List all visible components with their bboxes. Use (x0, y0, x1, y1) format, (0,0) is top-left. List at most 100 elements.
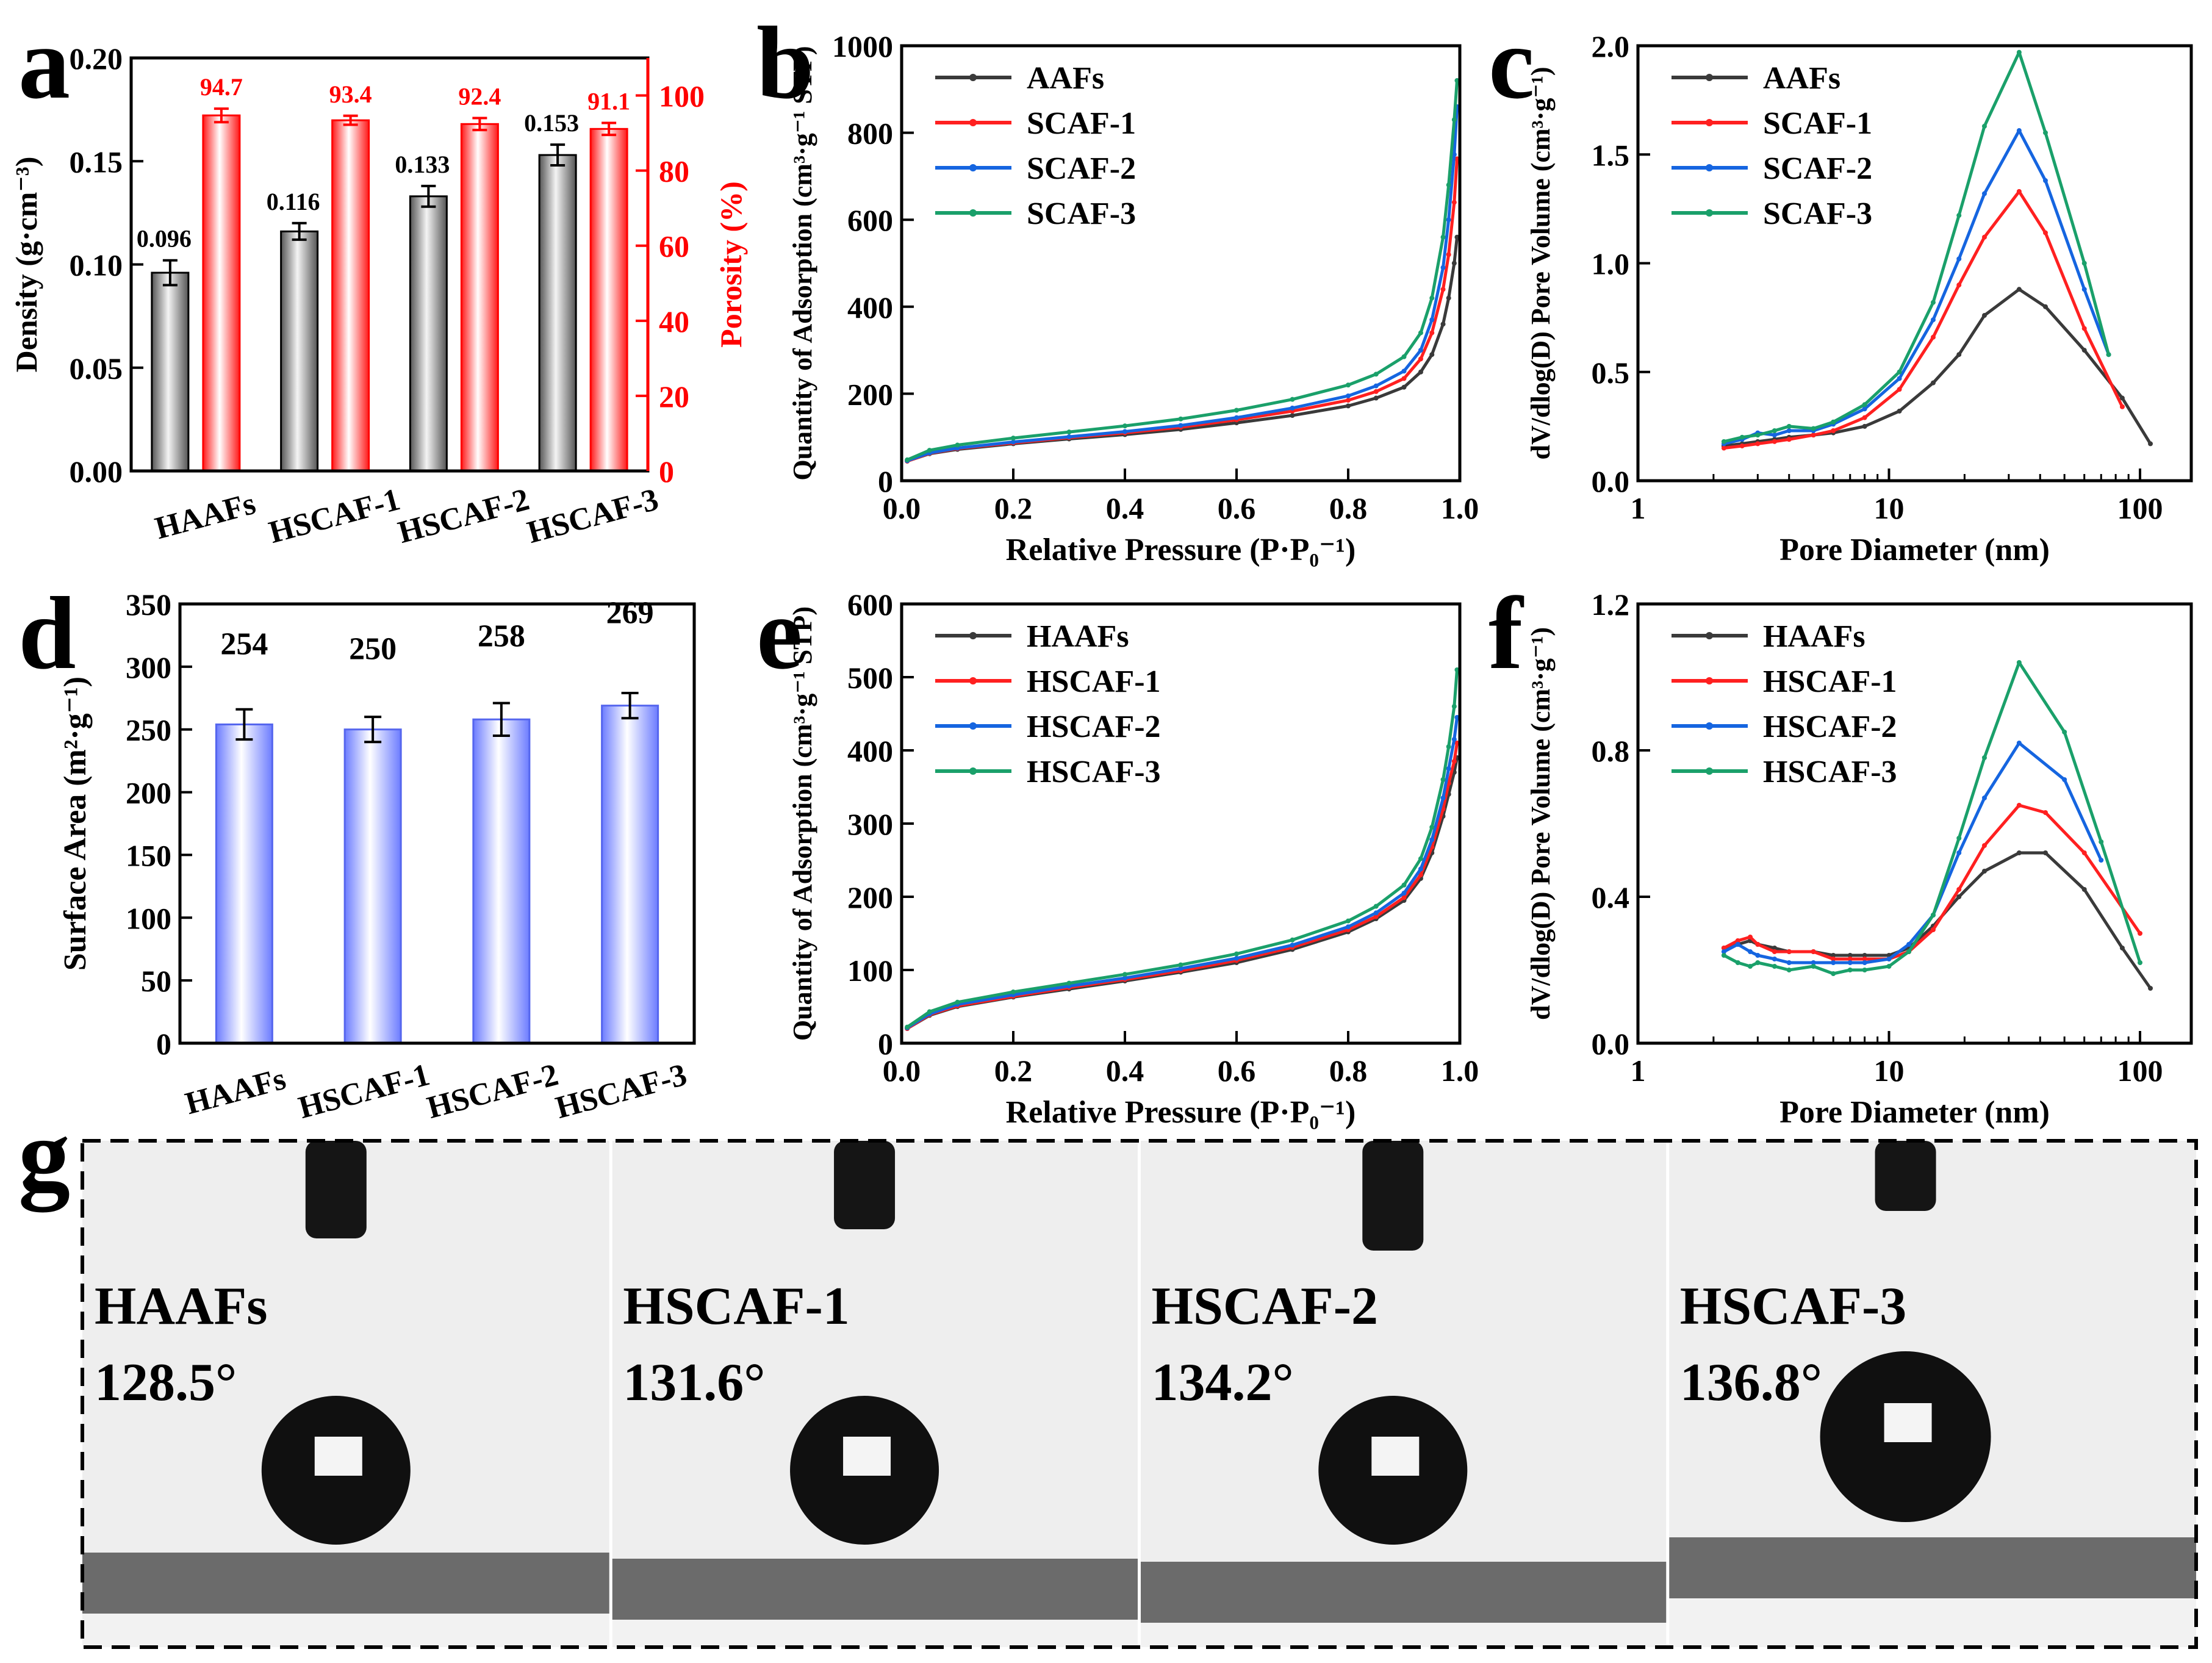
y-tick-label: 1.2 (1592, 587, 1630, 622)
droplet-highlight (1884, 1403, 1932, 1442)
x-axis-title: Pore Diameter (nm) (1779, 1095, 2050, 1130)
data-point (1886, 957, 1892, 961)
legend-marker (969, 119, 977, 126)
data-point (1956, 282, 1962, 288)
contact-angle-label: 134.2° (1152, 1353, 1294, 1412)
panel-letter-a: a (18, 5, 70, 120)
droplet-highlight (314, 1437, 362, 1476)
data-point (1721, 439, 1726, 444)
panel-letter-c: c (1488, 5, 1534, 120)
data-point (1122, 972, 1127, 977)
density-bar (280, 230, 319, 472)
data-point (1748, 949, 1753, 954)
data-point (927, 448, 932, 453)
surface-area-error-bar (235, 708, 253, 741)
y-tick-label: 0.0 (1592, 1027, 1630, 1061)
data-point (1755, 960, 1761, 965)
data-point (1451, 737, 1457, 742)
data-point (1862, 960, 1867, 965)
data-point (2106, 352, 2111, 357)
data-point (1831, 971, 1836, 976)
data-point (1772, 957, 1777, 961)
category-label: HSCAF-3 (552, 1057, 691, 1126)
plot-frame-b (900, 44, 1462, 483)
data-point (1956, 256, 1962, 262)
panel-letter-e: e (756, 576, 802, 691)
data-point (1451, 704, 1457, 709)
sample-label: HSCAF-1 (623, 1277, 850, 1336)
data-point (1290, 937, 1295, 943)
data-point (2081, 260, 2087, 266)
category-label: HSCAF-2 (423, 1057, 562, 1126)
data-point (1178, 966, 1183, 971)
y2-tick-label: 100 (659, 79, 705, 113)
porosity-error-bar (601, 121, 617, 137)
x-tick-label: 0.6 (1218, 491, 1256, 525)
data-point (2099, 839, 2104, 844)
legend-marker (1706, 74, 1713, 81)
data-point (1451, 117, 1457, 123)
y-tick-label: 400 (847, 290, 893, 325)
data-point (1401, 368, 1407, 374)
density-error-bar (421, 184, 436, 208)
data-point (1786, 949, 1792, 954)
porosity-error-bar (343, 114, 358, 126)
data-point (1930, 334, 1936, 340)
data-point (2138, 960, 2143, 965)
legend-label: HAAFs (1763, 619, 1865, 654)
surface-area-value-label: 254 (220, 627, 268, 661)
data-point (1451, 152, 1457, 157)
data-point (1862, 415, 1867, 420)
contact-angle-label: 136.8° (1680, 1353, 1822, 1412)
data-point (2042, 850, 2048, 855)
data-point (1956, 836, 1962, 841)
data-point (1446, 182, 1451, 188)
y-tick-label: 350 (126, 587, 171, 622)
data-point (1401, 891, 1407, 896)
data-point (1418, 356, 1423, 362)
data-point (1755, 433, 1761, 438)
data-point (2099, 858, 2104, 863)
data-point (1451, 260, 1457, 266)
data-point (2119, 395, 2125, 401)
data-point (1755, 441, 1761, 447)
data-point (1772, 439, 1777, 444)
data-point (1862, 968, 1867, 972)
y2-axis-title: Porosity (%) (714, 181, 748, 348)
panel-c: c 0.0 0.5 1.0 1.5 2.0 1 10 100 AAFs SCAF-1 SCAF-2 SC… (1488, 5, 2193, 567)
surface-area-bar (215, 723, 273, 1044)
panel-f: f 0.0 0.4 0.8 1.2 1 10 100 HAAFs HSCAF-1 HSCAF-2 HS… (1488, 576, 2193, 1130)
data-point (1454, 78, 1460, 84)
y-tick-label: 200 (126, 776, 171, 810)
data-point (1446, 295, 1451, 301)
data-point (1981, 843, 1987, 848)
density-value-label: 0.116 (267, 188, 320, 215)
panel-letter-f: f (1488, 576, 1524, 691)
data-point (2042, 304, 2048, 309)
data-point (1956, 352, 1962, 357)
data-point (1401, 376, 1407, 381)
data-point (1755, 953, 1761, 958)
data-point (1847, 953, 1853, 958)
data-point (1897, 376, 1902, 381)
data-point (1454, 715, 1460, 720)
data-point (1429, 330, 1435, 336)
x-axis-title: Relative Pressure (P·P₀⁻¹) (1006, 1095, 1356, 1130)
density-bar (538, 154, 577, 472)
data-point (905, 1024, 910, 1030)
data-point (1418, 330, 1423, 336)
category-label: HSCAF-1 (295, 1057, 433, 1126)
surface-area-bar (601, 705, 659, 1044)
panel-d: d 0 50 100 150 200 250 300 350 254 HAAFs 250 HSCAF-1… (18, 576, 696, 1126)
data-point (2081, 850, 2087, 855)
y-tick-label: 150 (126, 838, 171, 872)
data-point (1956, 213, 1962, 218)
y-tick-label: 50 (141, 964, 171, 998)
y-axis-title: Density (g·cm⁻³) (9, 157, 43, 373)
data-point (2148, 441, 2153, 447)
y2-tick-label: 0 (659, 454, 674, 489)
data-point (1429, 317, 1435, 323)
category-label: HAAFs (182, 1061, 290, 1121)
data-point (1346, 918, 1351, 924)
data-point (2042, 130, 2048, 135)
